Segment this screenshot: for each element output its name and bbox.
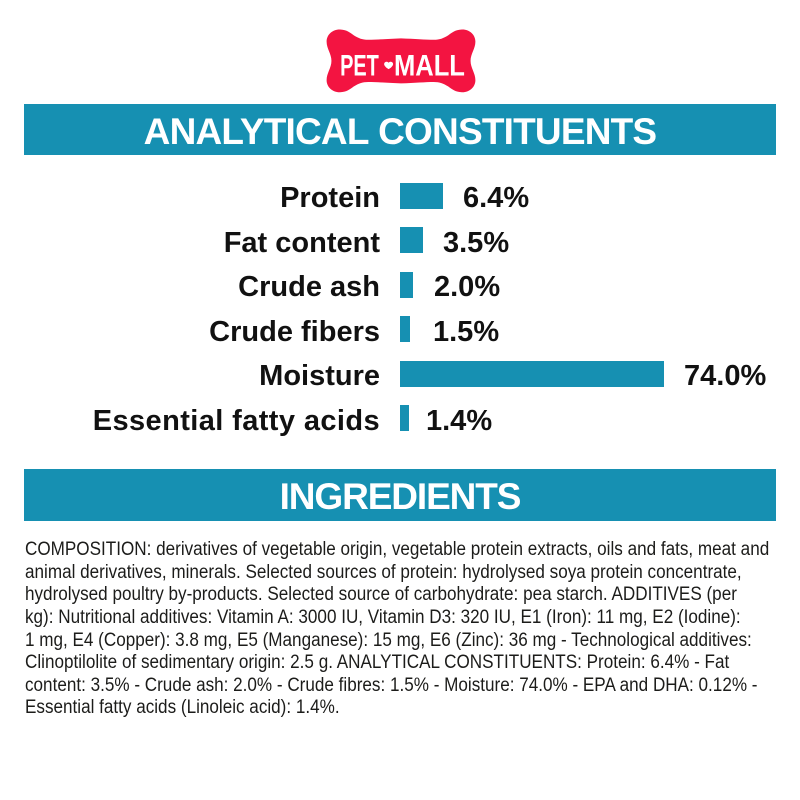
svg-text:PET: PET	[340, 50, 379, 82]
svg-text:MALL: MALL	[394, 50, 465, 82]
